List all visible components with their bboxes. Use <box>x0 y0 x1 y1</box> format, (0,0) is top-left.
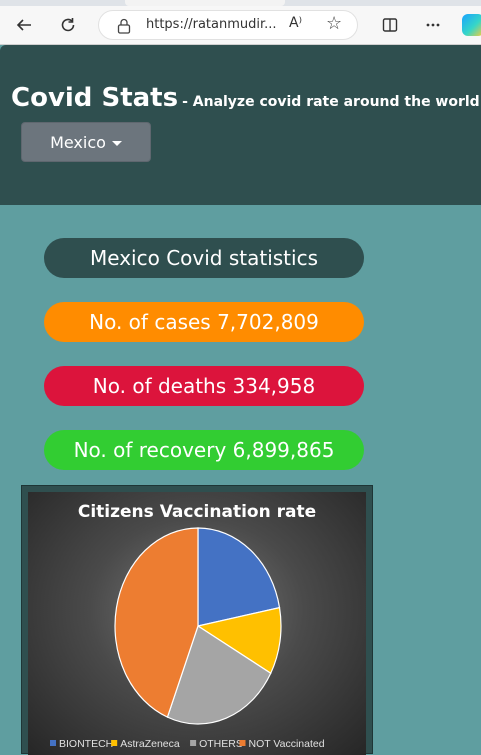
legend-label: BIONTECH <box>59 738 113 750</box>
favorite-star-icon[interactable]: ☆ <box>326 13 343 34</box>
back-arrow-icon[interactable] <box>11 12 37 38</box>
chart-legend: BIONTECH AstraZeneca OTHERS NOT Vaccinated <box>50 738 325 750</box>
legend-label: NOT Vaccinated <box>249 738 325 750</box>
read-aloud-icon[interactable]: A⁾ <box>289 15 303 31</box>
split-screen-icon[interactable] <box>377 12 403 38</box>
caret-down-icon <box>111 140 122 146</box>
cases-badge: No. of cases 7,702,809 <box>44 302 364 342</box>
pie-slice-not-vaccinated[interactable] <box>114 527 199 718</box>
chart-title: Citizens Vaccination rate <box>78 502 316 522</box>
pie-chart-svg: Citizens Vaccination rate BIONTECH AstraZe… <box>50 502 325 750</box>
vaccination-chart-card: Citizens Vaccination rate BIONTECH AstraZe… <box>21 485 373 755</box>
country-dropdown-label: Mexico <box>50 132 106 152</box>
stats-heading: Mexico Covid statistics <box>44 238 364 278</box>
page-title: Covid Stats <box>11 83 179 113</box>
pie-slice-biontech[interactable] <box>197 527 281 627</box>
more-menu-icon[interactable] <box>420 12 446 38</box>
legend-swatch <box>239 740 246 746</box>
site-header: Covid Stats - Analyze covid rate around t… <box>0 45 481 205</box>
legend-swatch <box>190 740 197 746</box>
vaccination-chart: Citizens Vaccination rate BIONTECH AstraZe… <box>28 492 366 755</box>
legend-label: AstraZeneca <box>120 738 180 750</box>
brand: Covid Stats - Analyze covid rate around t… <box>11 83 480 113</box>
legend-swatch <box>111 740 118 746</box>
lock-icon[interactable] <box>115 17 133 35</box>
active-tab[interactable] <box>125 0 285 6</box>
page-content: Covid Stats - Analyze covid rate around t… <box>0 45 481 755</box>
refresh-icon[interactable] <box>55 12 81 38</box>
page-subtitle: - Analyze covid rate around the world <box>182 94 480 110</box>
pie-slice-astrazeneca[interactable] <box>196 606 282 675</box>
recovery-badge: No. of recovery 6,899,865 <box>44 430 364 470</box>
deaths-badge: No. of deaths 334,958 <box>44 366 364 406</box>
address-bar[interactable]: https://ratanmudir... A⁾ ☆ <box>98 10 358 40</box>
copilot-icon[interactable] <box>462 14 481 36</box>
country-dropdown-button[interactable]: Mexico <box>21 122 151 162</box>
legend-label: OTHERS <box>199 738 243 750</box>
browser-toolbar: https://ratanmudir... A⁾ ☆ <box>0 6 481 45</box>
url-text[interactable]: https://ratanmudir... <box>146 17 277 32</box>
legend-swatch <box>50 740 56 746</box>
pie-slice-others[interactable] <box>166 625 272 725</box>
